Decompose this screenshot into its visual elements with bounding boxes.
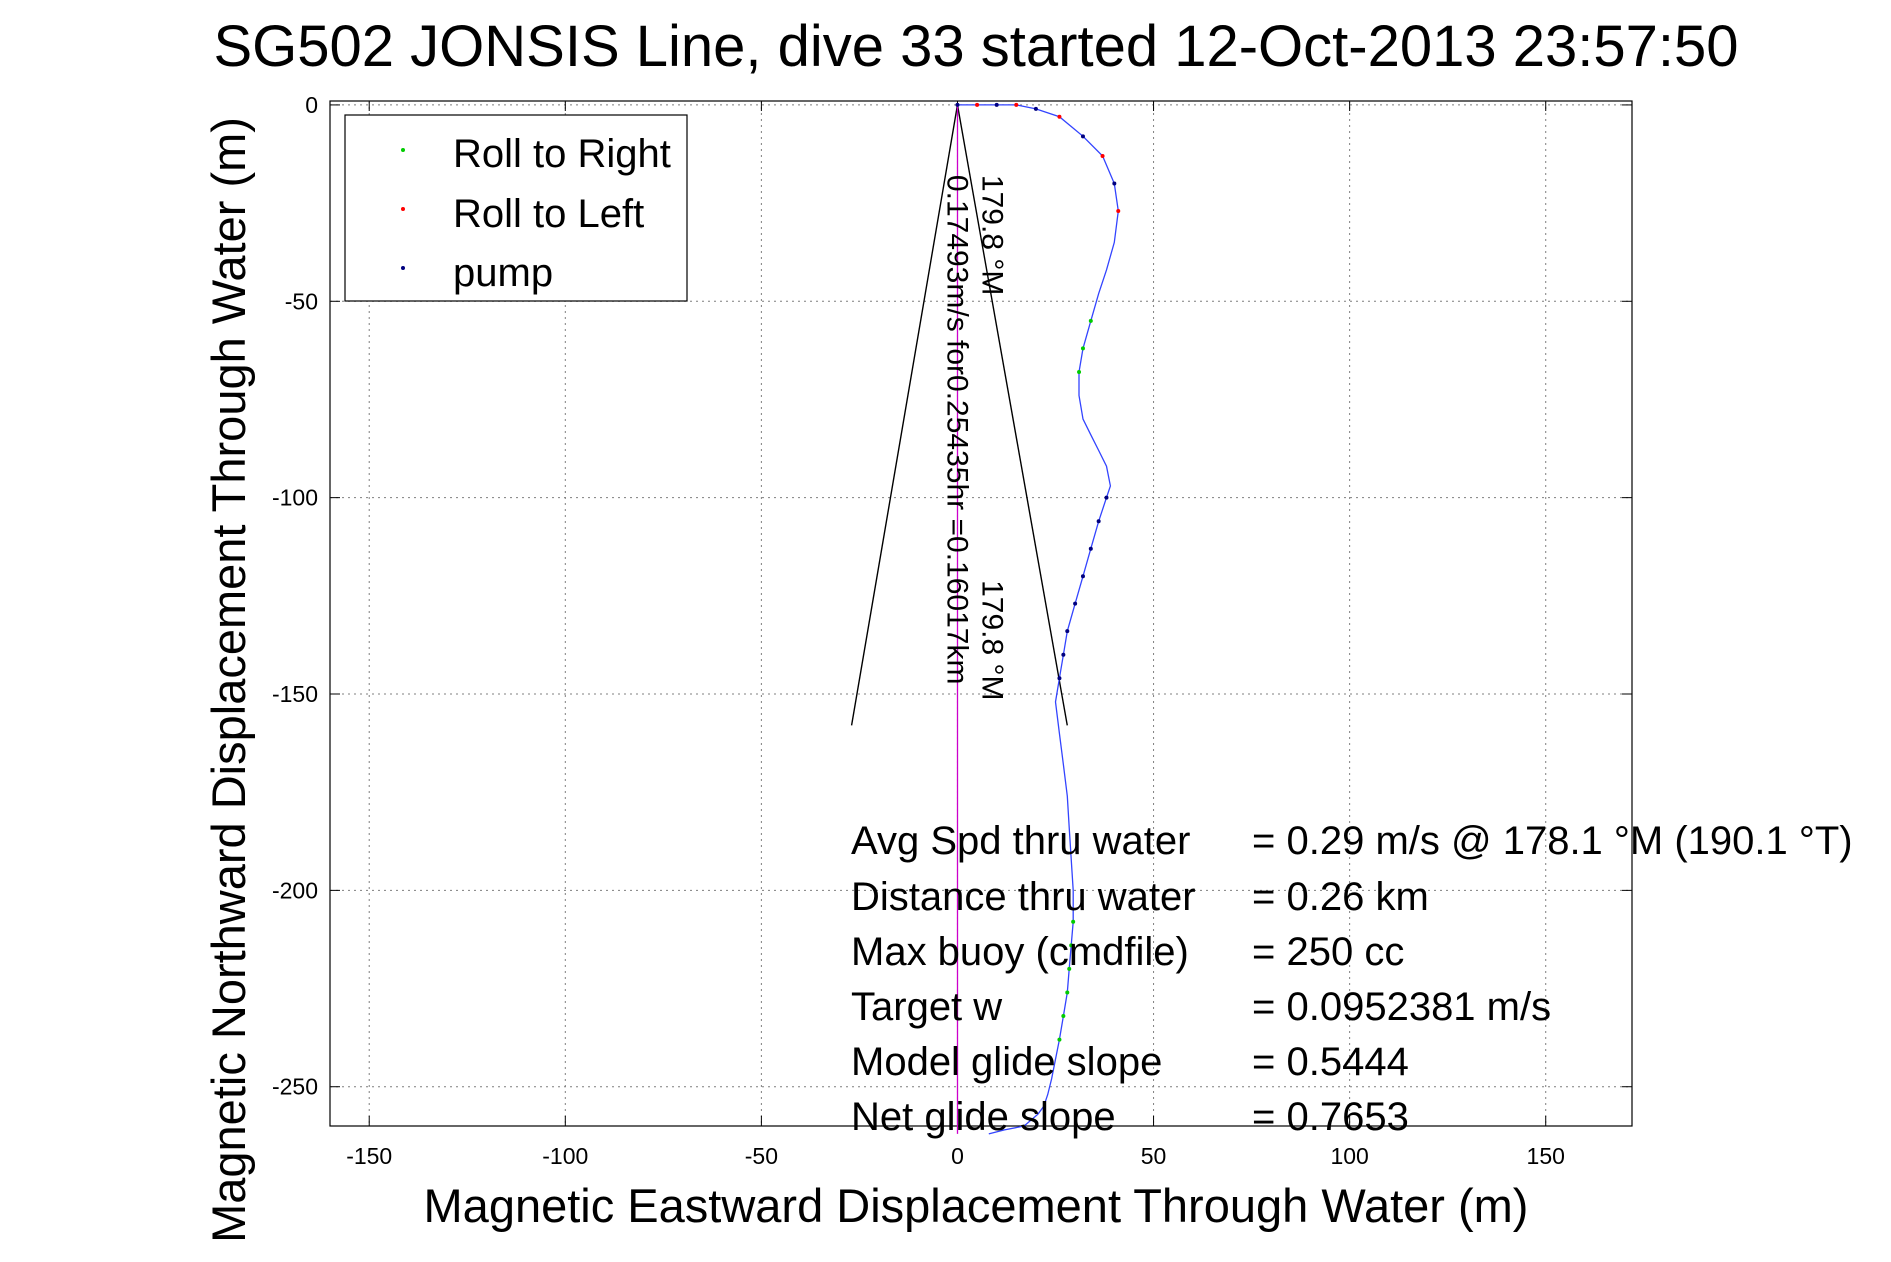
chart-title: SG502 JONSIS Line, dive 33 started 12-Oc… <box>213 14 1738 79</box>
axes-frame <box>329 100 1633 1127</box>
legend-marker-pump <box>401 266 405 270</box>
x-tick-label: 50 <box>1141 1143 1167 1169</box>
y-tick-label: -200 <box>272 877 318 903</box>
y-tick-label: -150 <box>272 681 318 707</box>
track-marker <box>1067 966 1072 971</box>
annotation-label: Max buoy (cmdfile) <box>851 930 1189 974</box>
track-marker <box>1080 134 1085 139</box>
annotation-label: Avg Spd thru water <box>851 819 1190 863</box>
track-marker <box>1104 495 1109 500</box>
track-marker <box>1073 601 1078 606</box>
track-marker <box>1071 919 1076 924</box>
legend-marker-roll-right <box>401 148 405 152</box>
legend-label-roll-left: Roll to Left <box>453 192 644 236</box>
track-marker <box>1100 153 1105 158</box>
legend: Roll to Right Roll to Left pump <box>344 114 688 302</box>
track-marker <box>1057 114 1062 119</box>
track-marker <box>1088 318 1093 323</box>
annotation-label: Net glide slope <box>851 1095 1116 1139</box>
annotation-label: Model glide slope <box>851 1040 1162 1084</box>
track-marker <box>1069 943 1074 948</box>
y-axis-label: Magnetic Northward Displacement Through … <box>202 117 255 1243</box>
annotation-label: Target w <box>851 985 1002 1029</box>
track-marker <box>1057 1037 1062 1042</box>
track-marker <box>1065 629 1070 634</box>
track-marker <box>1014 102 1019 107</box>
track-marker <box>975 102 980 107</box>
track-marker <box>1033 106 1038 111</box>
track-marker <box>1116 208 1121 213</box>
markers-group <box>955 102 1121 1042</box>
annotation-value: = 0.5444 <box>1252 1040 1409 1084</box>
y-tick-label: -50 <box>285 288 318 314</box>
track-marker <box>994 102 999 107</box>
y-tick-label: -250 <box>272 1074 318 1100</box>
wedge-speed-label: 0.17493m/s for0.25435hr =0.16017km <box>940 175 973 685</box>
annotation-value: = 0.0952381 m/s <box>1252 985 1551 1029</box>
legend-label-pump: pump <box>453 251 553 295</box>
track-marker <box>1112 181 1117 186</box>
track-marker <box>1096 519 1101 524</box>
track-marker <box>1061 1014 1066 1019</box>
track-marker <box>1061 652 1066 657</box>
stats-annotation: Avg Spd thru water = 0.29 m/s @ 178.1 °M… <box>851 819 1853 1139</box>
wedge-left-line <box>850 104 959 726</box>
annotation-value: = 0.26 km <box>1252 875 1429 919</box>
x-axis-label: Magnetic Eastward Displacement Through W… <box>424 1179 1529 1232</box>
legend-marker-roll-left <box>401 207 405 211</box>
track-marker <box>1088 546 1093 551</box>
y-tick-label: -100 <box>272 485 318 511</box>
x-tick-label: 0 <box>951 1143 964 1169</box>
wedge-heading-label-top: 179.8 °M <box>975 175 1008 295</box>
annotation-value: = 0.7653 <box>1252 1095 1409 1139</box>
track-marker <box>1057 676 1062 681</box>
track-marker <box>1065 990 1070 995</box>
annotation-value: = 250 cc <box>1252 930 1404 974</box>
x-tick-label: 150 <box>1527 1143 1565 1169</box>
annotation-label: Distance thru water <box>851 875 1196 919</box>
x-tick-label: -100 <box>542 1143 588 1169</box>
y-tick-label: 0 <box>305 92 318 118</box>
legend-label-roll-right: Roll to Right <box>453 132 671 176</box>
track-marker <box>955 102 960 107</box>
track-marker <box>1080 574 1085 579</box>
track-marker <box>1080 346 1085 351</box>
heading-wedge <box>850 104 1068 726</box>
track-marker <box>1077 369 1082 374</box>
x-tick-label: -150 <box>346 1143 392 1169</box>
annotation-value: = 0.29 m/s @ 178.1 °M (190.1 °T) <box>1252 819 1853 863</box>
wedge-right-line <box>956 104 1068 726</box>
wedge-heading-label-bottom: 179.8 °M <box>975 580 1008 700</box>
x-tick-label: 100 <box>1330 1143 1368 1169</box>
x-tick-label: -50 <box>745 1143 778 1169</box>
